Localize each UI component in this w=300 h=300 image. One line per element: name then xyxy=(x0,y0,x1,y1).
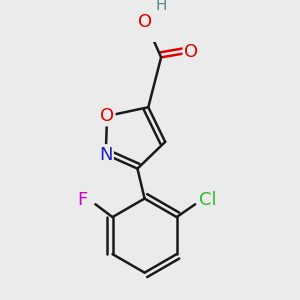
Text: H: H xyxy=(155,0,167,13)
Text: O: O xyxy=(100,107,114,125)
Text: Cl: Cl xyxy=(199,191,217,209)
Text: O: O xyxy=(138,13,152,31)
Text: F: F xyxy=(77,191,88,209)
Text: O: O xyxy=(184,43,198,61)
Text: N: N xyxy=(99,146,112,164)
